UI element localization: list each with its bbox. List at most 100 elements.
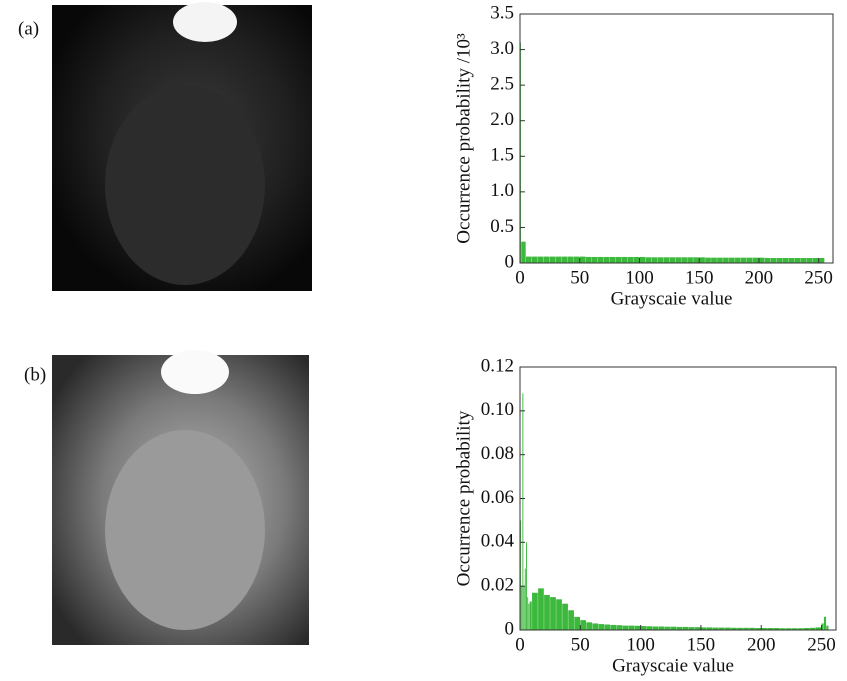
histogram-bar xyxy=(527,597,529,630)
histogram-bar xyxy=(658,626,665,630)
plot-frame xyxy=(519,13,834,264)
histogram-bar xyxy=(528,603,530,630)
y-tick-label: 1.5 xyxy=(490,145,514,166)
histogram-bar xyxy=(525,256,532,263)
histogram-bar xyxy=(821,623,824,630)
histogram-bar xyxy=(634,625,641,630)
y-tick-label: 0.5 xyxy=(490,216,514,237)
histogram-bar xyxy=(537,256,544,263)
x-tick-label: 200 xyxy=(747,634,776,655)
histogram-bar xyxy=(729,257,735,263)
histogram-bar xyxy=(544,594,550,630)
histogram-bar xyxy=(610,624,617,630)
histogram-bar xyxy=(809,627,816,630)
x-tick-label: 100 xyxy=(625,267,654,288)
histogram-bar xyxy=(531,256,538,263)
x-axis-label: Grayscaie value xyxy=(611,288,733,309)
histogram-bar xyxy=(521,586,523,630)
histogram-bar xyxy=(651,257,658,263)
histogram-bar xyxy=(670,626,677,630)
x-tick-label: 250 xyxy=(804,267,833,288)
histogram-bar xyxy=(782,258,789,263)
y-tick-label: 3.0 xyxy=(490,38,514,59)
histogram-bar xyxy=(586,622,593,630)
y-tick-label: 0.12 xyxy=(481,355,514,376)
histogram-bar xyxy=(524,568,526,630)
histogram-bar xyxy=(585,256,592,263)
y-tick-label: 0 xyxy=(505,618,515,639)
panel-label: (a) xyxy=(18,18,39,39)
histogram-bar xyxy=(633,256,640,263)
histogram-bar xyxy=(627,256,634,263)
histogram-bar xyxy=(770,258,777,263)
histogram-bar xyxy=(640,626,647,630)
histogram-bar xyxy=(592,623,599,630)
histogram-bar xyxy=(803,628,810,630)
y-tick-label: 0.02 xyxy=(481,575,514,596)
histogram-bar xyxy=(603,256,610,263)
histogram-bar xyxy=(591,256,598,263)
x-tick-label: 150 xyxy=(685,267,714,288)
panel-label: (b) xyxy=(24,364,46,385)
histogram-bar xyxy=(521,241,526,263)
histogram-bar xyxy=(818,258,825,263)
histogram-bar xyxy=(543,256,550,263)
histogram-bar xyxy=(688,627,695,630)
histogram-bar xyxy=(646,626,653,630)
histogram-bar xyxy=(735,257,741,263)
histogram-bar xyxy=(699,257,705,263)
histogram-bar xyxy=(752,257,759,263)
y-tick-label: 3.5 xyxy=(490,2,514,23)
histogram-bar xyxy=(639,256,646,263)
histogram-bar xyxy=(794,258,801,263)
histogram-bar xyxy=(681,257,687,263)
histogram-bar xyxy=(737,627,743,630)
histogram-bar xyxy=(773,628,780,630)
histogram-bar xyxy=(693,257,699,263)
histogram-bar xyxy=(749,627,755,630)
histogram-bar xyxy=(815,627,822,630)
histogram-bar xyxy=(812,258,819,263)
histogram-bar xyxy=(705,257,711,263)
histogram-bar xyxy=(529,601,532,630)
y-tick-label: 0.06 xyxy=(481,487,514,508)
histogram-bar xyxy=(741,257,747,263)
histogram-bar xyxy=(580,620,587,630)
y-axis-label: Occurrence probability /10³ xyxy=(453,33,474,244)
histogram-bar xyxy=(604,624,611,630)
histogram-bar xyxy=(826,625,829,630)
histogram-bar xyxy=(779,628,786,630)
y-tick-label: 0 xyxy=(505,251,515,272)
histogram-bar xyxy=(622,625,629,630)
x-tick-label: 0 xyxy=(515,634,525,655)
x-tick-label: 50 xyxy=(570,267,589,288)
y-tick-label: 1.0 xyxy=(490,180,514,201)
x-tick-label: 50 xyxy=(571,634,590,655)
x-tick-label: 0 xyxy=(515,267,525,288)
histogram-bar xyxy=(800,258,807,263)
y-tick-label: 2.0 xyxy=(490,109,514,130)
y-tick-label: 0.08 xyxy=(481,443,514,464)
histogram-bar xyxy=(561,256,568,263)
histogram-bar xyxy=(719,627,725,630)
histogram-bar xyxy=(723,257,729,263)
histogram-bar xyxy=(628,625,635,630)
histogram-bar xyxy=(568,610,574,630)
histogram-bar xyxy=(549,256,556,263)
photo-b xyxy=(52,350,309,645)
photo-a xyxy=(52,2,312,291)
histogram-bar xyxy=(712,627,719,630)
x-tick-label: 150 xyxy=(687,634,716,655)
histogram-bar xyxy=(573,256,580,263)
histogram-bar xyxy=(758,257,765,263)
histogram-bar xyxy=(743,627,749,630)
histogram-bar xyxy=(616,625,623,630)
histogram-bar xyxy=(645,257,652,263)
x-axis-label: Grayscaie value xyxy=(612,655,734,676)
histogram-bar xyxy=(746,257,753,263)
histogram-bar xyxy=(788,258,795,263)
histogram-bar xyxy=(522,393,524,630)
histogram-bar xyxy=(764,258,771,263)
histogram-bar xyxy=(669,257,676,263)
histogram-bar xyxy=(797,628,804,630)
